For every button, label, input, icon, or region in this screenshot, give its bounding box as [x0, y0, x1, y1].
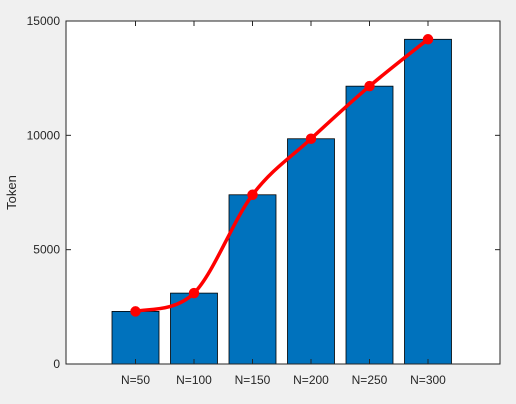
- y-tick-label: 15000: [27, 14, 61, 28]
- bar-n300: [404, 38, 452, 365]
- y-tick-label: 5000: [33, 243, 60, 257]
- line-marker-n200: [305, 133, 317, 145]
- line-marker-n250: [364, 80, 375, 92]
- line-marker-n50: [130, 306, 141, 317]
- plot-frame: [65, 20, 501, 365]
- line-marker-n300: [422, 34, 434, 45]
- line-marker-n150: [247, 189, 258, 201]
- axes-layer: 0 5000 10000 15000 N=50 N=100 N=150 N=200 N=250 N…: [27, 14, 500, 387]
- x-tick-label: N=50: [121, 373, 150, 387]
- x-tick-label: N=150: [235, 373, 271, 387]
- y-tick-label: 10000: [27, 128, 61, 142]
- x-tick-label: N=300: [410, 373, 446, 387]
- line-layer: [130, 34, 434, 317]
- x-tick-label: N=200: [293, 373, 329, 387]
- y-axis-label: Token: [4, 175, 19, 210]
- y-tick-label: 0: [53, 357, 60, 371]
- bar-n50: [111, 311, 160, 365]
- bar-n250: [345, 85, 394, 365]
- bar-n200: [287, 138, 335, 365]
- line-marker-n100: [188, 287, 200, 299]
- bar-n100: [170, 292, 218, 365]
- x-tick-label: N=250: [352, 373, 388, 387]
- x-tick-label: N=100: [176, 373, 212, 387]
